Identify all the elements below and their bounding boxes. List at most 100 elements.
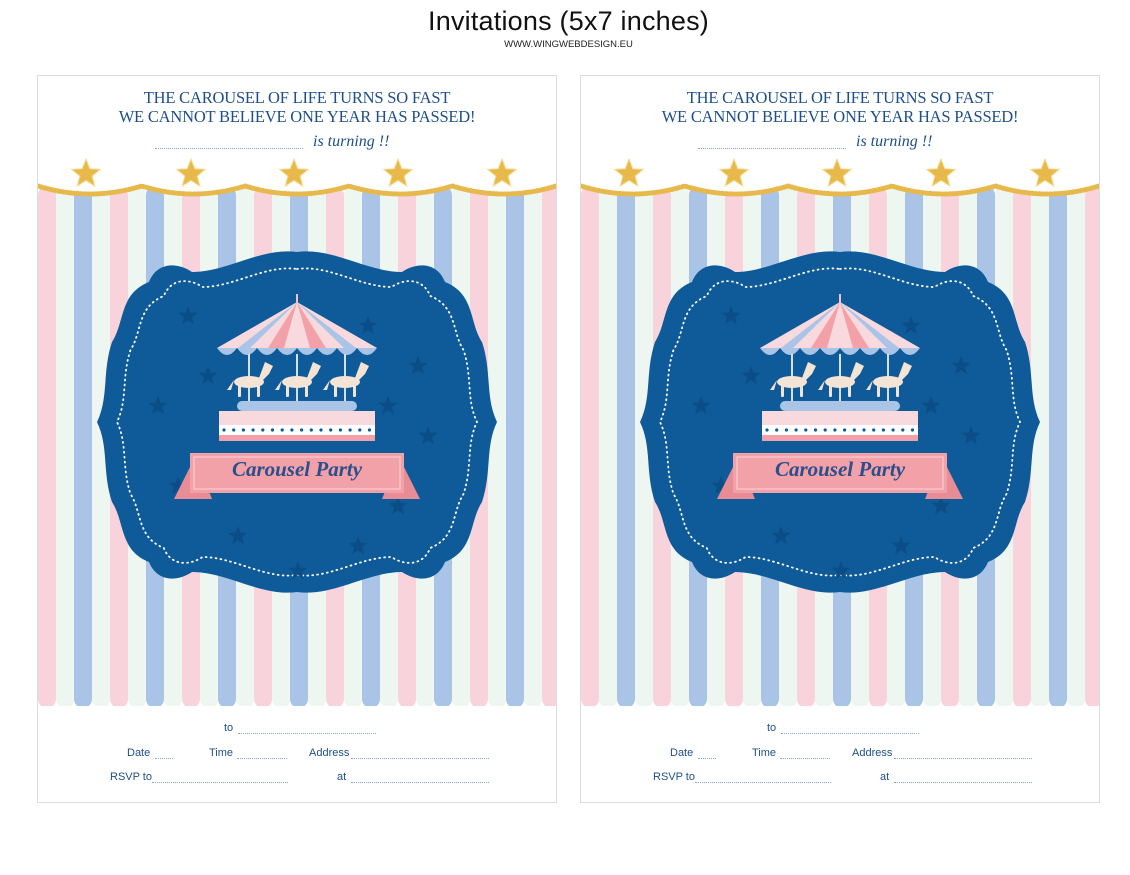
- to-label: to: [224, 722, 234, 734]
- bg-star: [931, 496, 951, 515]
- date-fill-line[interactable]: [155, 758, 173, 759]
- bg-star: [148, 396, 168, 415]
- date-fill-line[interactable]: [698, 758, 716, 759]
- stripe: [581, 186, 599, 708]
- canopy-stripe: [781, 302, 840, 348]
- stripe: [38, 186, 56, 708]
- stripe: [56, 186, 74, 708]
- carousel-horse: [323, 362, 369, 397]
- gold-star: [718, 157, 750, 188]
- carousel-horse: [866, 362, 912, 397]
- glitter-edge: [581, 183, 1099, 197]
- canopy-stripe: [840, 302, 869, 348]
- canopy-stripe: [297, 302, 356, 348]
- ribbon-body: [190, 453, 404, 493]
- bg-star: [178, 306, 198, 325]
- band-dot: [775, 428, 779, 432]
- time-fill-line[interactable]: [780, 758, 830, 759]
- time-fill-line[interactable]: [237, 758, 287, 759]
- to-label: to: [767, 722, 777, 734]
- rsvp-fill-line[interactable]: [695, 782, 831, 783]
- canopy-stripe: [297, 302, 326, 348]
- tagline-line-2: WE CANNOT BELIEVE ONE YEAR HAS PASSED!: [661, 107, 1019, 126]
- bg-star: [348, 536, 368, 555]
- gold-star: [925, 157, 957, 188]
- bg-star: [951, 356, 971, 375]
- gold-star: [382, 157, 414, 188]
- band-dot: [348, 428, 352, 432]
- carousel-base-top: [237, 401, 357, 411]
- stripe: [617, 186, 635, 708]
- address-fill-line[interactable]: [894, 758, 1032, 759]
- band-dot: [852, 428, 856, 432]
- to-fill-line[interactable]: [781, 733, 919, 734]
- bg-star: [418, 426, 438, 445]
- stripe: [74, 186, 92, 708]
- invitation-card-left: THE CAROUSEL OF LIFE TURNS SO FAST WE CAN…: [37, 75, 557, 803]
- band-dot: [765, 428, 769, 432]
- bg-star: [408, 356, 428, 375]
- invitation-card-right: THE CAROUSEL OF LIFE TURNS SO FAST WE CAN…: [580, 75, 1100, 803]
- stripe: [599, 186, 617, 708]
- bg-star: [891, 536, 911, 555]
- band-dot: [270, 428, 275, 432]
- ribbon-body: [733, 453, 947, 493]
- bg-star: [388, 496, 408, 515]
- stripe: [1067, 186, 1085, 708]
- canopy-stripe: [238, 302, 297, 348]
- at-fill-line[interactable]: [351, 782, 489, 783]
- carousel-platform: [219, 411, 375, 425]
- carousel-horse: [227, 362, 273, 397]
- stripe: [542, 186, 556, 708]
- gold-star: [175, 157, 207, 188]
- at-fill-line[interactable]: [894, 782, 1032, 783]
- band-dot: [367, 428, 372, 432]
- bg-star: [901, 316, 921, 335]
- invitation-artwork: [581, 76, 1099, 802]
- canopy-stripe: [840, 302, 899, 348]
- website-url: WWW.WINGWEBDESIGN.EU: [504, 39, 633, 50]
- address-fill-line[interactable]: [351, 758, 489, 759]
- band-dot: [872, 428, 876, 432]
- canopy-stripe: [811, 302, 840, 348]
- name-fill-line[interactable]: [698, 148, 846, 149]
- bg-star: [358, 316, 378, 335]
- band-dot: [329, 428, 333, 432]
- date-label: Date: [127, 747, 151, 759]
- band-dot: [891, 428, 895, 432]
- stripe: [506, 186, 524, 708]
- stripe: [1085, 186, 1099, 708]
- band-dot: [862, 428, 866, 432]
- band-dot: [251, 428, 255, 432]
- rsvp-fill-line[interactable]: [152, 782, 288, 783]
- bg-star: [721, 306, 741, 325]
- top-scallop: [581, 76, 1099, 194]
- band-dot: [300, 428, 304, 432]
- ribbon-inner: [736, 456, 944, 490]
- bg-star: [228, 526, 248, 545]
- band-dot: [290, 428, 294, 432]
- bg-star: [378, 396, 398, 415]
- tagline-line-1: THE CAROUSEL OF LIFE TURNS SO FAST: [686, 88, 994, 107]
- band-dot: [319, 428, 323, 432]
- carousel-horse: [770, 362, 816, 397]
- banner-title: Carousel Party: [231, 457, 363, 481]
- stripe: [92, 186, 110, 708]
- address-label: Address: [309, 747, 350, 759]
- stripe: [524, 186, 542, 708]
- name-fill-line[interactable]: [155, 148, 303, 149]
- top-scallop: [38, 76, 556, 194]
- carousel-horse: [818, 362, 864, 397]
- to-fill-line[interactable]: [238, 733, 376, 734]
- band-dot: [784, 428, 788, 432]
- glitter-edge: [38, 183, 556, 197]
- bg-star: [691, 396, 711, 415]
- invitation-artwork: [38, 76, 556, 802]
- at-label: at: [880, 771, 890, 783]
- band-dot: [910, 428, 915, 432]
- band-dot: [338, 428, 342, 432]
- gold-star: [1029, 157, 1061, 188]
- bg-star: [831, 561, 851, 580]
- band-dot: [813, 428, 818, 432]
- band-dot: [232, 428, 236, 432]
